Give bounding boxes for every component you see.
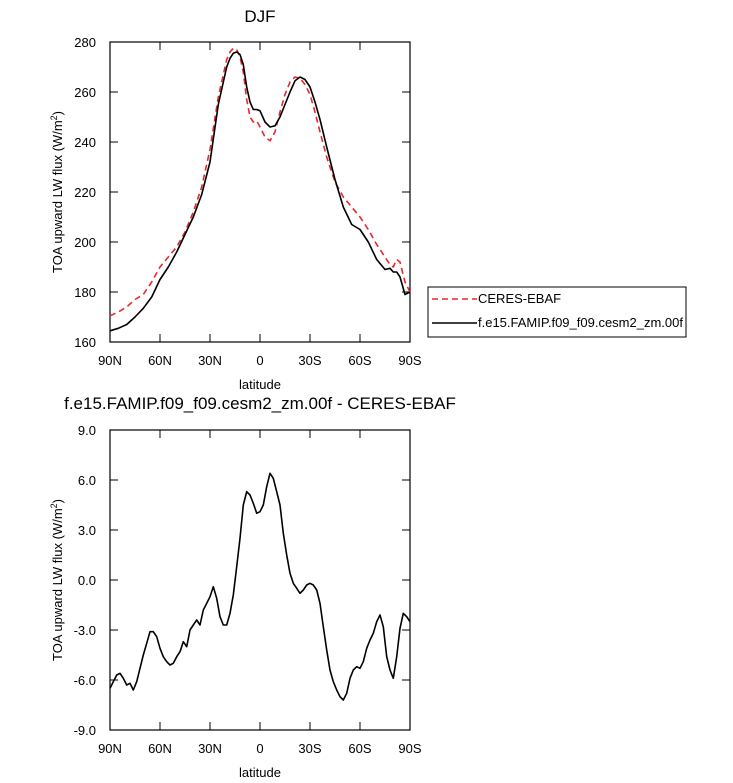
- panel-1-title: DJF: [244, 7, 275, 26]
- x-tick-label: 90S: [398, 353, 421, 368]
- panel-2-y-axis-label-text: TOA upward LW flux (W/m: [50, 508, 65, 661]
- panel-1-x-axis-label: latitude: [239, 377, 281, 392]
- panel-1-series: [109, 47, 411, 332]
- y-tick-label: 200: [74, 235, 96, 250]
- panel-1-x-ticks: 90N 60N 30N 0 30S 60S 90S: [98, 42, 422, 368]
- y-tick-label: 9.0: [78, 423, 96, 438]
- x-tick-label: 60S: [348, 353, 371, 368]
- panel-2-title: f.e15.FAMIP.f09_f09.cesm2_zm.00f - CERES…: [64, 394, 456, 413]
- x-tick-label: 0: [256, 741, 263, 756]
- y-tick-label: 240: [74, 135, 96, 150]
- x-tick-label: 90N: [98, 741, 122, 756]
- panel-1-y-axis-label: TOA upward LW flux (W/m2): [49, 111, 65, 273]
- panel-1-y-ticks: 160 180 200 220 240 260 280: [74, 35, 410, 350]
- legend-label-ceres: CERES-EBAF: [478, 291, 561, 306]
- panel-1-y-axis-label-close: ): [50, 111, 65, 115]
- legend-box: [427, 286, 687, 338]
- series-line-difference: [109, 472, 411, 701]
- y-tick-label: 180: [74, 285, 96, 300]
- x-tick-label: 60N: [148, 353, 172, 368]
- panel-2-series: [109, 472, 411, 701]
- y-tick-label: -6.0: [74, 673, 96, 688]
- series-line-f-e15-famip-f09-f09-cesm2-zm-00f: [109, 51, 411, 332]
- series-line-ceres-ebaf: [109, 47, 411, 317]
- y-tick-label: 220: [74, 185, 96, 200]
- panel-2-plot-frame: [109, 429, 411, 731]
- x-tick-label: 0: [256, 353, 263, 368]
- panel-2-y-axis-label-close: ): [50, 499, 65, 503]
- panel-2-y-ticks: -9.0 -6.0 -3.0 0.0 3.0 6.0 9.0: [74, 423, 410, 738]
- panel-1-plot-frame: [109, 41, 411, 343]
- y-tick-label: 6.0: [78, 473, 96, 488]
- y-tick-label: -3.0: [74, 623, 96, 638]
- panel-1: DJF 90N 60N 30N 0 30S 60S 90S 160 180 200 220 240 2…: [49, 7, 687, 392]
- legend-label-model: f.e15.FAMIP.f09_f09.cesm2_zm.00f: [478, 315, 683, 330]
- panel-2-x-ticks: 90N 60N 30N 0 30S 60S 90S: [98, 430, 422, 756]
- x-tick-label: 30S: [298, 741, 321, 756]
- y-tick-label: 260: [74, 85, 96, 100]
- panel-2: f.e15.FAMIP.f09_f09.cesm2_zm.00f - CERES…: [49, 394, 456, 780]
- y-tick-label: 0.0: [78, 573, 96, 588]
- y-tick-label: 3.0: [78, 523, 96, 538]
- x-tick-label: 30N: [198, 741, 222, 756]
- panel-2-y-axis-label-superscript: 2: [49, 503, 59, 508]
- x-tick-label: 90N: [98, 353, 122, 368]
- panel-2-y-axis-label: TOA upward LW flux (W/m2): [49, 499, 65, 661]
- y-tick-label: -9.0: [74, 723, 96, 738]
- panel-1-y-axis-label-text: TOA upward LW flux (W/m: [50, 120, 65, 273]
- y-tick-label: 280: [74, 35, 96, 50]
- x-tick-label: 60N: [148, 741, 172, 756]
- x-tick-label: 60S: [348, 741, 371, 756]
- panel-1-y-axis-label-superscript: 2: [49, 115, 59, 120]
- y-tick-label: 160: [74, 335, 96, 350]
- x-tick-label: 30S: [298, 353, 321, 368]
- x-tick-label: 90S: [398, 741, 421, 756]
- panel-2-x-axis-label: latitude: [239, 765, 281, 780]
- legend: CERES-EBAF f.e15.FAMIP.f09_f09.cesm2_zm.…: [427, 286, 687, 338]
- x-tick-label: 30N: [198, 353, 222, 368]
